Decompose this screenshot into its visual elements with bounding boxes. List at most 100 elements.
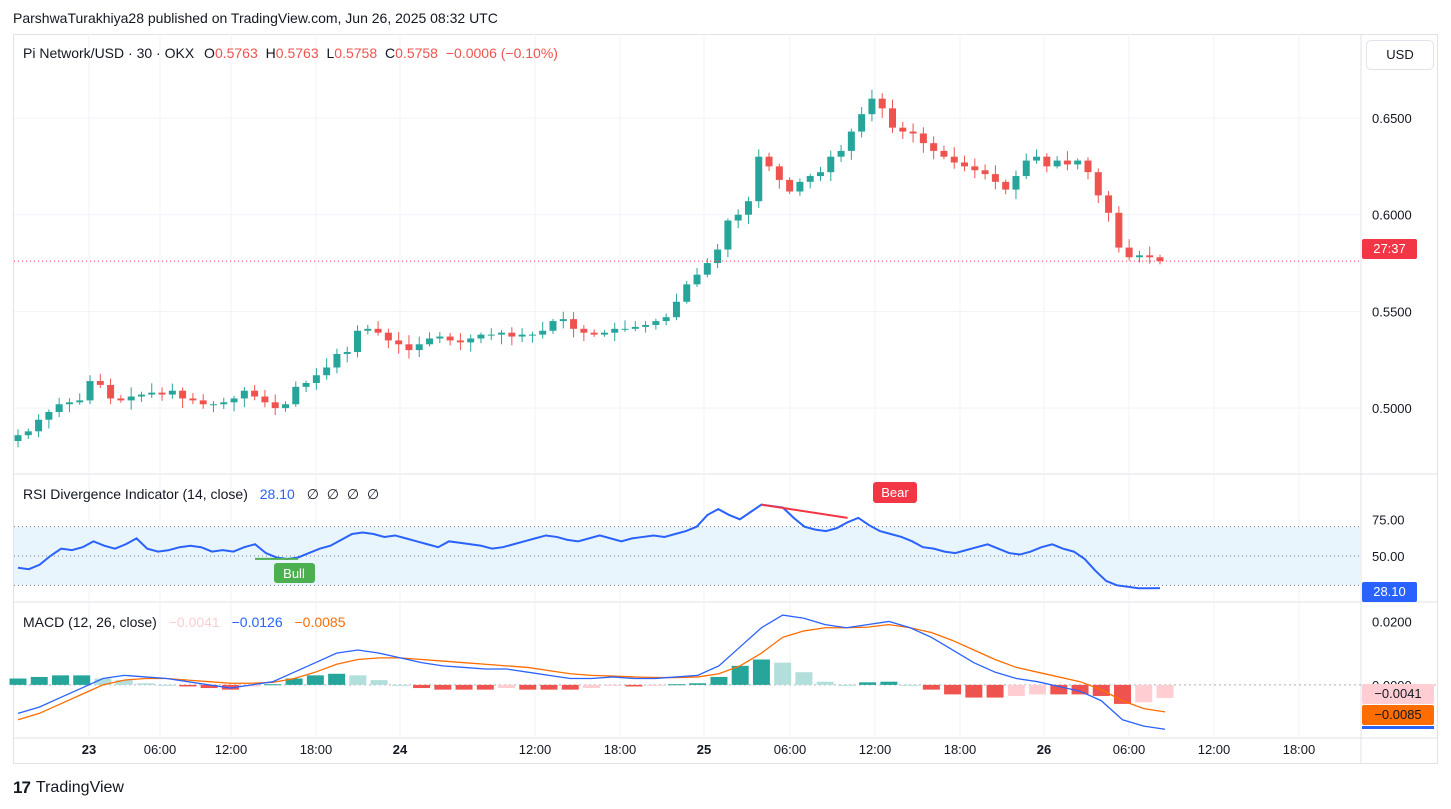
candle-body bbox=[611, 328, 619, 333]
candle-body bbox=[1033, 156, 1041, 161]
footer-brand[interactable]: TradingView bbox=[35, 779, 124, 796]
low-label: L bbox=[326, 45, 335, 61]
symbol-title[interactable]: Pi Network/USD · 30 · OKX bbox=[23, 45, 195, 61]
currency-button[interactable]: USD bbox=[1366, 40, 1434, 70]
x-tick-label: 18:00 bbox=[300, 742, 333, 757]
candle-body bbox=[405, 344, 413, 351]
candle-body bbox=[467, 338, 475, 343]
candle-body bbox=[1125, 247, 1133, 258]
candle-body bbox=[1146, 255, 1154, 258]
price-tick-label: 0.5000 bbox=[1372, 401, 1412, 416]
macd-histogram-bar bbox=[667, 684, 685, 686]
candle-body bbox=[209, 404, 217, 406]
candle-body bbox=[230, 398, 238, 403]
macd-histogram-bar bbox=[1156, 684, 1174, 698]
candle-body bbox=[744, 201, 752, 215]
macd-line-tag bbox=[1362, 726, 1434, 729]
macd-histogram-bar bbox=[136, 683, 154, 685]
candle-body bbox=[1012, 176, 1020, 190]
macd-hist-value: −0.0041 bbox=[168, 614, 220, 630]
macd-histogram-bar bbox=[689, 683, 707, 685]
macd-histogram-bar bbox=[476, 684, 494, 690]
macd-histogram-bar bbox=[221, 684, 239, 690]
macd-histogram-bar bbox=[1029, 684, 1047, 695]
candle-body bbox=[590, 332, 598, 335]
macd-histogram-bar bbox=[901, 684, 919, 686]
candle-body bbox=[354, 330, 362, 353]
candle-body bbox=[1053, 160, 1061, 167]
candle-body bbox=[395, 340, 403, 345]
price-tick-label: 0.5500 bbox=[1372, 304, 1412, 319]
open-label: O bbox=[204, 45, 215, 61]
candle-body bbox=[662, 317, 670, 322]
candle-body bbox=[1094, 172, 1102, 196]
candle-body bbox=[487, 334, 495, 336]
macd-histogram-bar bbox=[1071, 684, 1089, 695]
candle-body bbox=[508, 332, 516, 337]
chart-frame bbox=[13, 34, 1438, 764]
macd-histogram-bar bbox=[583, 684, 600, 689]
candle-body bbox=[724, 220, 732, 250]
macd-histogram-bar bbox=[540, 684, 558, 690]
candle-body bbox=[76, 400, 84, 403]
macd-histogram-bar bbox=[179, 684, 197, 687]
candle-body bbox=[364, 328, 372, 331]
macd-histogram-bar bbox=[94, 678, 112, 685]
candle-body bbox=[1074, 160, 1082, 165]
candle-body bbox=[940, 150, 948, 157]
countdown-tag: 27:37 bbox=[1362, 239, 1417, 259]
footer: 17 TradingView bbox=[13, 778, 124, 798]
macd-line bbox=[17, 614, 1166, 730]
candle-body bbox=[909, 131, 917, 134]
macd-histogram-bar bbox=[243, 684, 261, 687]
macd-histogram-bar bbox=[1050, 684, 1068, 695]
candle-body bbox=[45, 411, 53, 420]
macd-histogram-bar bbox=[561, 684, 579, 690]
candle-body bbox=[755, 156, 763, 202]
macd-label[interactable]: MACD (12, 26, close) bbox=[23, 614, 157, 630]
rsi-label[interactable]: RSI Divergence Indicator (14, close) bbox=[23, 486, 248, 502]
x-tick-label: 26 bbox=[1037, 742, 1051, 757]
high-value: 0.5763 bbox=[275, 45, 319, 61]
rsi-value-tag: 28.10 bbox=[1362, 582, 1417, 602]
candle-body bbox=[549, 321, 557, 331]
macd-histogram-bar bbox=[264, 684, 282, 686]
candle-body bbox=[251, 390, 259, 397]
macd-histogram-bar bbox=[731, 665, 749, 685]
macd-histogram-bar bbox=[625, 684, 643, 687]
macd-signal-value: −0.0085 bbox=[294, 614, 346, 630]
candle-body bbox=[1084, 160, 1092, 173]
candle-body bbox=[312, 375, 320, 383]
candle-body bbox=[456, 340, 464, 343]
candle-body bbox=[991, 174, 999, 182]
candle-body bbox=[240, 390, 248, 399]
macd-histogram-bar bbox=[604, 684, 622, 686]
macd-signal-line bbox=[17, 623, 1166, 721]
close-value: 0.5758 bbox=[395, 45, 438, 61]
macd-histogram-bar bbox=[434, 684, 452, 690]
bull-label-bg bbox=[274, 563, 315, 583]
candle-body bbox=[1022, 160, 1030, 177]
candle-body bbox=[436, 336, 444, 339]
candle-body bbox=[961, 162, 969, 167]
candle-body bbox=[281, 404, 289, 409]
x-tick-label: 23 bbox=[82, 742, 96, 757]
macd-histogram-bar bbox=[306, 675, 324, 685]
tradingview-logo-icon[interactable]: 17 bbox=[13, 778, 31, 797]
candle-body bbox=[292, 386, 300, 405]
candle-body bbox=[65, 402, 73, 405]
candle-body bbox=[765, 156, 773, 167]
macd-histogram-bar bbox=[752, 659, 770, 685]
x-tick-label: 24 bbox=[393, 742, 408, 757]
macd-histogram-bar bbox=[859, 682, 877, 685]
macd-histogram-bar bbox=[115, 680, 133, 685]
main-legend: Pi Network/USD · 30 · OKX O0.5763 H0.576… bbox=[23, 45, 562, 61]
rsi-value: 28.10 bbox=[259, 486, 295, 502]
macd-histogram-bar bbox=[391, 684, 409, 686]
macd-histogram-bar bbox=[1135, 684, 1153, 703]
candle-body bbox=[1105, 195, 1113, 213]
candle-body bbox=[786, 179, 794, 192]
candle-body bbox=[539, 330, 547, 335]
candle-body bbox=[14, 435, 22, 441]
